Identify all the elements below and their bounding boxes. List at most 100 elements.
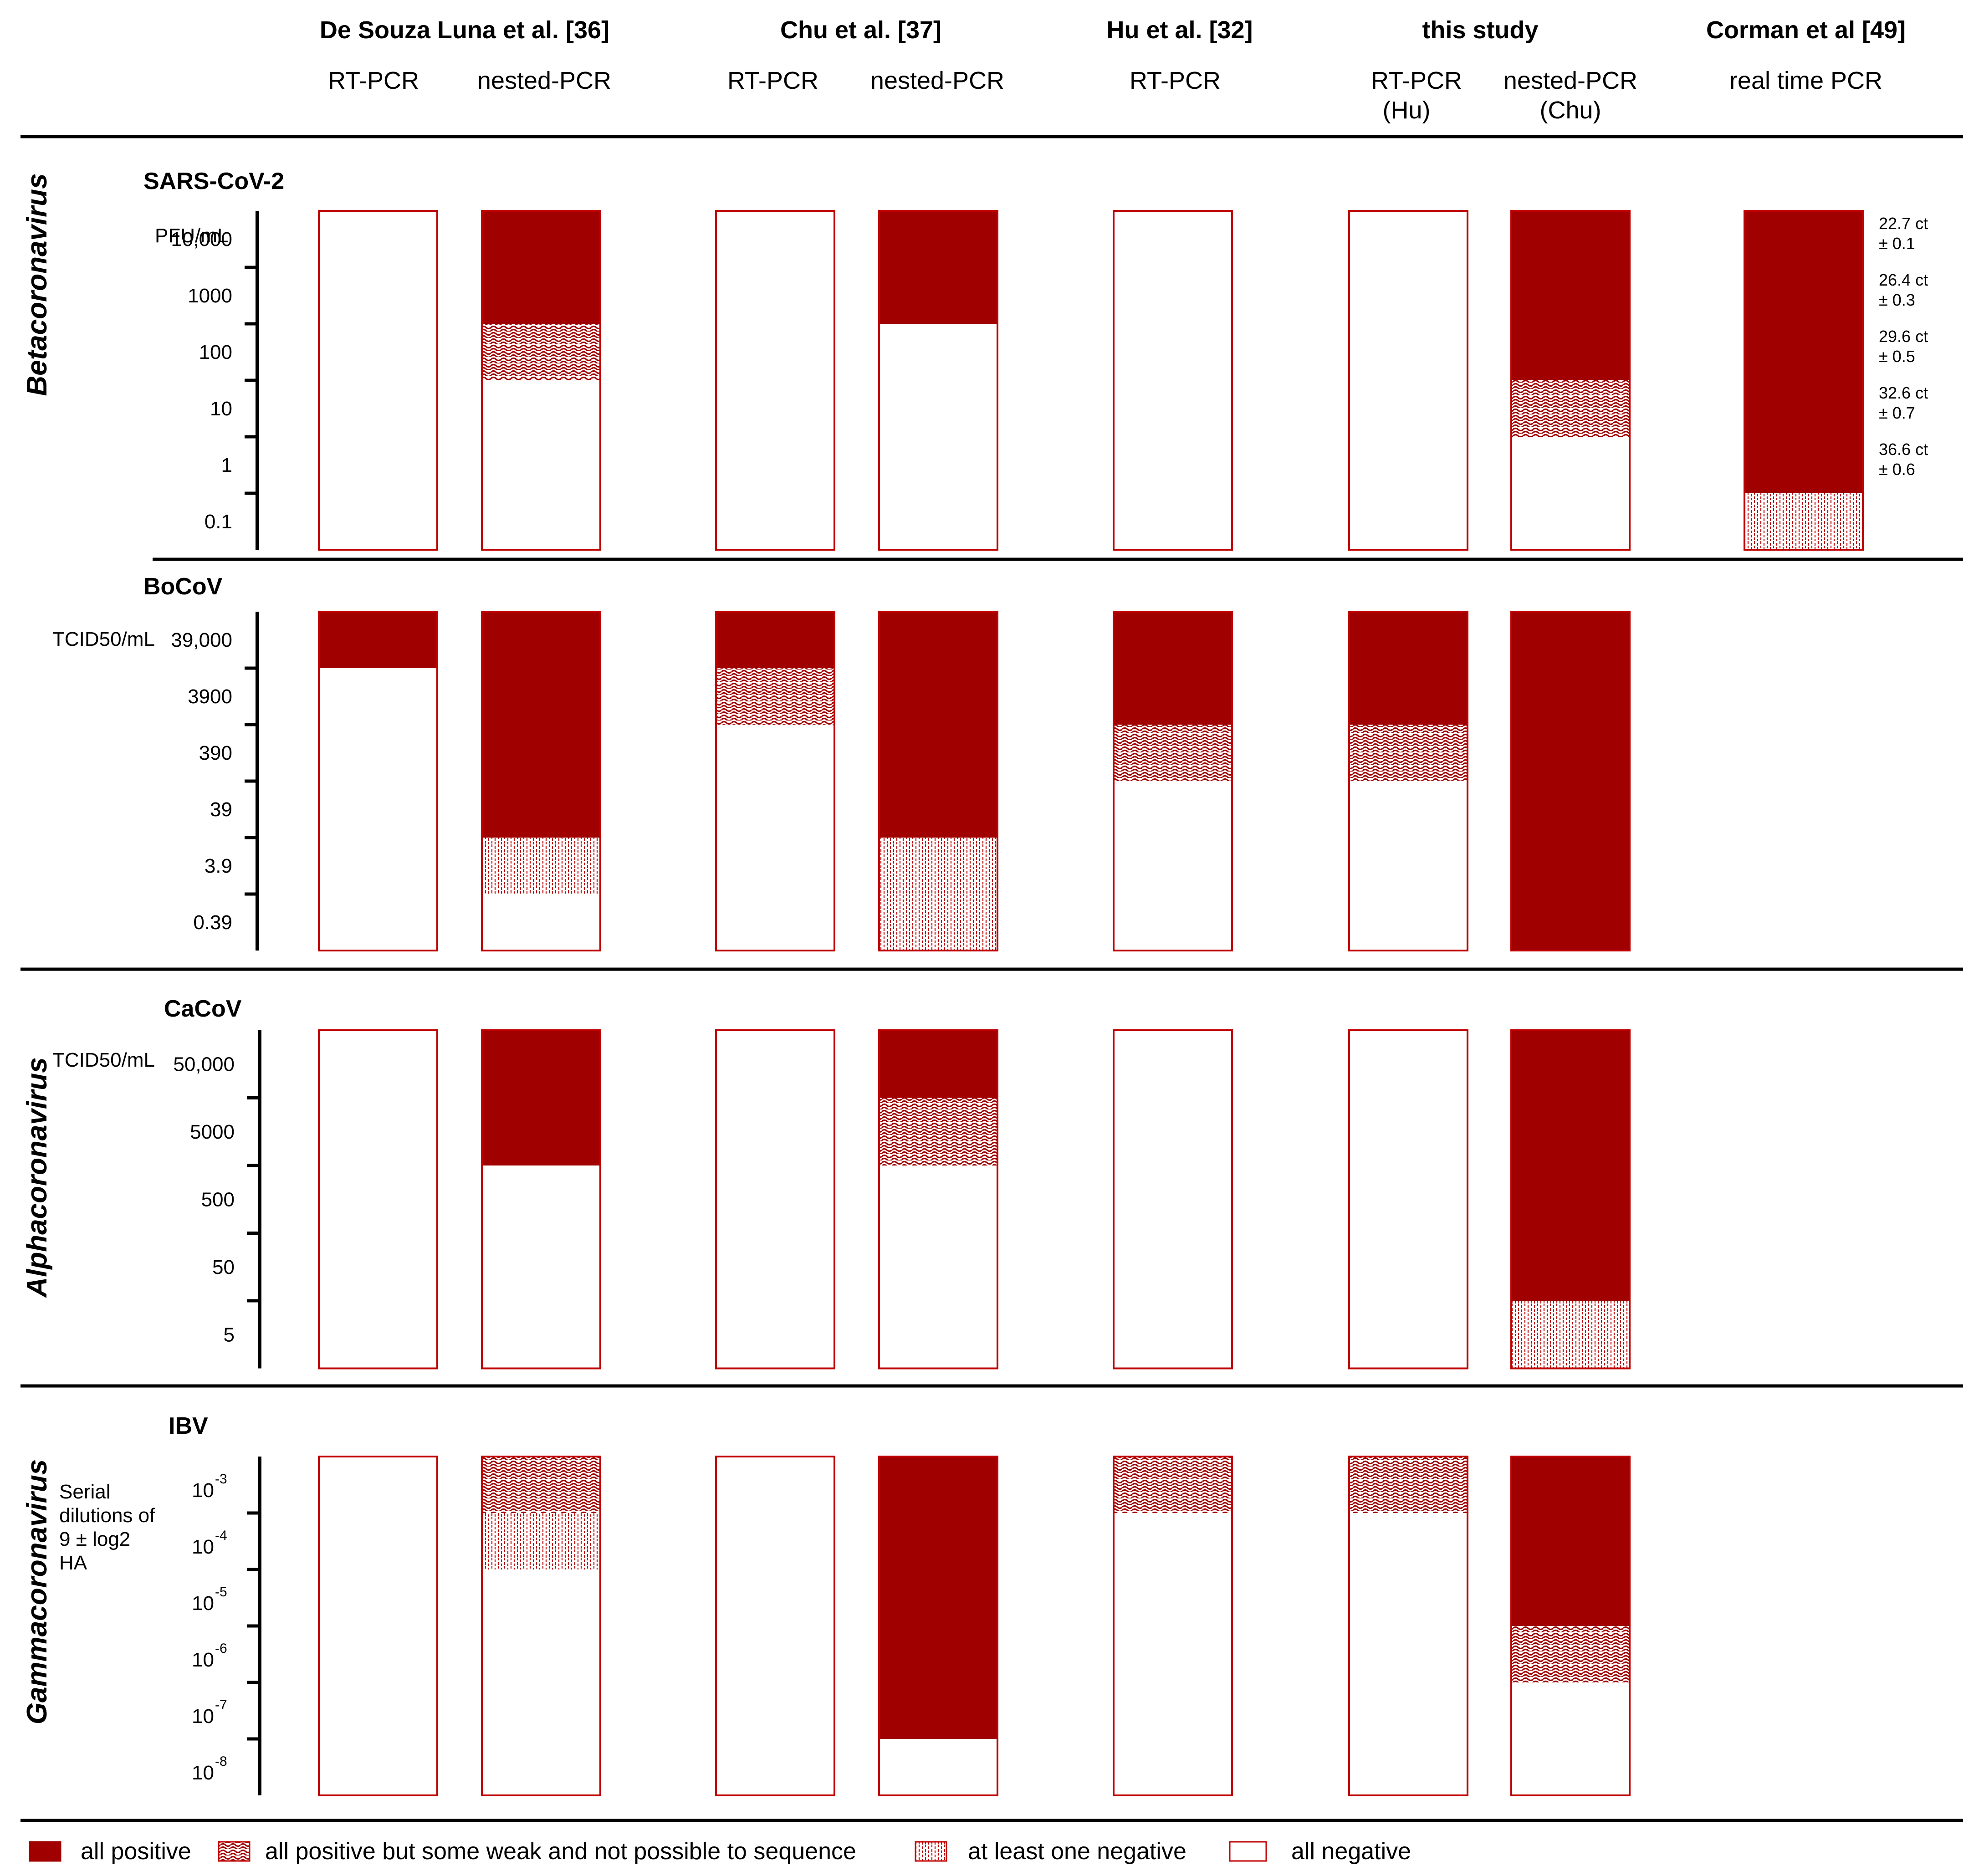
bar-cell: [482, 1098, 600, 1166]
bar-cell: [1511, 267, 1630, 324]
bar-cell: [319, 725, 437, 782]
bar-cell: [879, 1030, 997, 1099]
bar-outline: [1113, 1456, 1233, 1796]
legend-swatch-negative: [1229, 1841, 1267, 1862]
legend-label: all negative: [1291, 1838, 1411, 1865]
bar-cell: [1114, 725, 1232, 782]
bar-outline: [1510, 1456, 1631, 1796]
bar-cell: [716, 380, 834, 437]
y-tick-label: 390: [199, 742, 232, 764]
y-tick-label: 0.39: [193, 911, 232, 934]
bar-cell: [1511, 838, 1630, 895]
bar-cell: [879, 781, 997, 838]
ct-value: 26.4 ct: [1879, 271, 1928, 289]
header: De Souza Luna et al. [36] Chu et al. [37…: [320, 16, 1906, 124]
bar-outline: [318, 611, 438, 951]
bar-cell: [1349, 1457, 1468, 1513]
bar-cell: [1349, 1165, 1468, 1234]
bar-cell: [1744, 324, 1863, 381]
bar-cell: [1511, 781, 1630, 838]
bar-cell: [319, 781, 437, 838]
bar-cell: [1114, 781, 1232, 838]
bar-cell: [1349, 1233, 1468, 1301]
genus-labels: Betacoronavirus Alphacoronavirus Gammaco…: [21, 173, 53, 1724]
bar-cell: [319, 1098, 437, 1166]
bar-cell: [1511, 1233, 1630, 1301]
bar-cell: [879, 725, 997, 782]
bar-cell: [482, 781, 600, 838]
bar-outline: [1510, 1029, 1631, 1370]
bar-cell: [482, 324, 600, 381]
ct-sd: ± 0.5: [1879, 347, 1915, 366]
bar-cell: [716, 211, 834, 268]
bar-cell: [482, 1165, 600, 1234]
bar-outline: [878, 1029, 998, 1370]
bar-cell: [482, 1030, 600, 1099]
bar-outline: [1113, 1029, 1233, 1370]
bar-cell: [1744, 380, 1863, 437]
bar-cell: [716, 1098, 834, 1166]
bar-cell: [1114, 894, 1232, 951]
bar-column: [878, 1029, 998, 1370]
method-label: real time PCR: [1729, 67, 1882, 94]
bar-column: [878, 210, 998, 551]
bar-cell: [1511, 324, 1630, 381]
bar-column: [1113, 611, 1233, 951]
bar-cell: [1114, 1513, 1232, 1570]
bar-cell: [716, 1739, 834, 1796]
bar-cell: [1511, 1030, 1630, 1099]
bar-cell: [1114, 838, 1232, 895]
bar-cell: [482, 894, 600, 951]
bar-cell: [319, 211, 437, 268]
virus-name: CaCoV: [164, 996, 242, 1022]
bar-cell: [879, 1682, 997, 1739]
bar-cell: [716, 894, 834, 951]
bar-cell: [879, 1739, 997, 1796]
bar-cell: [716, 612, 834, 669]
y-tick-exponent: -6: [215, 1641, 227, 1656]
ct-value: 36.6 ct: [1879, 440, 1928, 459]
bar-cell: [1349, 1569, 1468, 1626]
bar-cell: [1744, 267, 1863, 324]
legend-label: all positive but some weak and not possi…: [265, 1838, 856, 1865]
bar-cell: [319, 1165, 437, 1234]
bar-outline: [1510, 210, 1631, 551]
virus-name: BoCoV: [143, 573, 223, 600]
bar-cell: [319, 1030, 437, 1099]
y-tick-label: 100: [199, 341, 232, 363]
y-tick-label: 1000: [188, 285, 232, 307]
bar-cell: [319, 668, 437, 725]
bar-outline: [1510, 611, 1631, 951]
bar-outline: [715, 1456, 835, 1796]
bar-cell: [879, 1457, 997, 1513]
bar-cell: [319, 437, 437, 494]
bar-column: [1510, 210, 1631, 551]
bar-cell: [1511, 1301, 1630, 1369]
bar-cell: [716, 267, 834, 324]
study-title: this study: [1422, 16, 1538, 44]
bar-cell: [319, 267, 437, 324]
bar-column: [1510, 1456, 1631, 1796]
bar-cell: [482, 1626, 600, 1683]
bar-cell: [1114, 211, 1232, 268]
bar-cell: [879, 493, 997, 550]
bar-cell: [319, 1739, 437, 1796]
legend-swatch-weak: [218, 1841, 251, 1862]
bar-outline: [878, 1456, 998, 1796]
bar-cell: [716, 781, 834, 838]
bar-outline: [318, 1456, 438, 1796]
bar-outline: [1113, 611, 1233, 951]
bar-outline: [715, 611, 835, 951]
bar-cell: [1349, 1626, 1468, 1683]
y-tick-label: 5: [224, 1324, 235, 1346]
bar-cell: [1744, 437, 1863, 494]
bar-cell: [716, 1233, 834, 1301]
bar-cell: [1114, 1030, 1232, 1099]
bar-cell: [319, 1513, 437, 1570]
bar-cell: [1349, 493, 1468, 550]
genus-label: Alphacoronavirus: [21, 1057, 53, 1298]
method-label: RT-PCR: [328, 67, 419, 94]
bar-cell: [1114, 1682, 1232, 1739]
bar-cell: [482, 380, 600, 437]
bar-cell: [1511, 1457, 1630, 1513]
